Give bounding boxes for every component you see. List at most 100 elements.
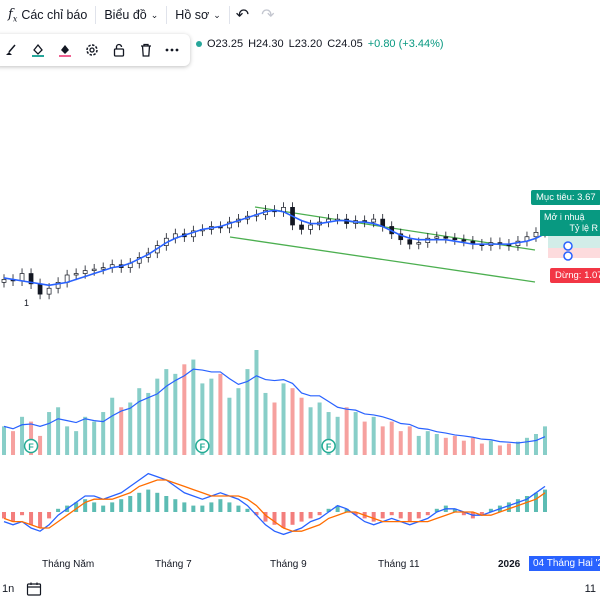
macd-histogram-bar	[308, 512, 313, 519]
target-zone	[548, 236, 600, 248]
macd-histogram-bar	[218, 499, 223, 512]
crosshair-date-badge: 04 Tháng Hai '26	[529, 556, 600, 571]
candle	[407, 239, 413, 245]
handle	[563, 251, 573, 261]
macd-histogram-bar	[20, 512, 25, 516]
macd-histogram-bar	[182, 502, 187, 512]
fill-icon[interactable]	[26, 38, 50, 62]
volume-bar	[65, 426, 70, 455]
chart-menu-button[interactable]: Biểu đồ ⌄	[96, 0, 166, 30]
position-info-line2: Tỷ lệ R	[569, 223, 598, 233]
macd-histogram-bar	[290, 512, 295, 525]
moving-average-line	[3, 209, 546, 287]
macd-histogram-bar	[398, 512, 403, 519]
volume-bar	[191, 359, 196, 455]
macd-histogram-bar	[146, 489, 151, 512]
candle	[91, 268, 97, 271]
lock-icon[interactable]	[107, 38, 131, 62]
macd-histogram-bar	[506, 502, 511, 512]
macd-histogram-bar	[326, 508, 331, 512]
volume-bar	[290, 388, 295, 455]
drawing-toolbar	[0, 34, 190, 66]
macd-histogram-bar	[254, 512, 259, 516]
volume-bar	[407, 426, 412, 455]
volume-bar	[119, 407, 124, 455]
gear-icon[interactable]	[80, 38, 104, 62]
macd-histogram-bar	[416, 512, 421, 519]
profile-menu-button[interactable]: Hồ sơ ⌄	[167, 0, 228, 30]
volume-bar	[470, 437, 475, 455]
volume-bar	[497, 445, 502, 455]
macd-histogram-bar	[101, 505, 106, 512]
volume-bar	[281, 383, 286, 455]
macd-histogram-bar	[281, 512, 286, 528]
candle	[371, 218, 377, 223]
toolbar-divider	[228, 6, 230, 24]
macd-histogram-bar	[299, 512, 304, 522]
volume-bar	[11, 431, 16, 455]
volume-bar	[263, 392, 268, 455]
fx-icon: fx	[8, 6, 18, 24]
change-value: +0.80 (+3.44%)	[367, 38, 444, 50]
more-icon[interactable]	[160, 38, 184, 62]
fill-alt-icon[interactable]	[53, 38, 77, 62]
handle	[563, 241, 573, 251]
interval-label[interactable]: 1n	[2, 583, 15, 595]
brush-icon[interactable]	[0, 38, 23, 62]
low-value: L23.20	[288, 38, 323, 50]
volume-bar	[362, 421, 367, 455]
trash-icon[interactable]	[134, 38, 158, 62]
volume-ma-line	[3, 368, 546, 444]
top-toolbar: fx Các chỉ báo Biểu đồ ⌄ Hồ sơ ⌄ ↶ ↷	[0, 0, 600, 30]
undo-icon[interactable]: ↶	[235, 7, 250, 24]
macd-histogram-bar	[56, 508, 61, 512]
redo-icon[interactable]: ↷	[261, 7, 275, 24]
volume-bar	[326, 412, 331, 455]
volume-bar	[389, 421, 394, 455]
indicators-button[interactable]: fx Các chỉ báo	[0, 0, 95, 30]
volume-bar	[543, 426, 547, 455]
macd-histogram-bar	[47, 512, 52, 519]
candle	[28, 273, 34, 285]
calendar-icon[interactable]	[26, 582, 42, 596]
macd-histogram-bar	[380, 512, 385, 519]
macd-histogram-bar	[236, 505, 241, 512]
volume-bar	[128, 402, 133, 455]
stop-label[interactable]: Dừng: 1.07	[550, 268, 600, 283]
volume-bar	[443, 437, 448, 455]
macd-histogram-bar	[119, 499, 124, 512]
candle	[461, 239, 467, 242]
macd-histogram-bar	[11, 512, 16, 522]
candle	[434, 236, 440, 239]
macd-histogram-bar	[434, 508, 439, 512]
channel-upper	[254, 206, 536, 251]
volume-bar	[56, 407, 61, 455]
candle	[452, 237, 458, 241]
volume-bar	[218, 373, 223, 455]
stop-zone	[548, 248, 600, 258]
earnings-flag-icon	[195, 438, 210, 454]
open-value: O23.25	[207, 38, 244, 50]
candle	[82, 270, 88, 274]
volume-bar	[524, 437, 529, 455]
time-axis: Tháng Năm Tháng 7 Tháng 9 Tháng 11 2026	[0, 555, 600, 573]
volume-bar	[38, 435, 43, 455]
chart-menu-label: Biểu đồ	[104, 8, 147, 22]
macd-histogram-bar	[92, 502, 97, 512]
bottom-toolbar: 1n 11	[0, 578, 600, 600]
macd-histogram-bar	[407, 512, 412, 522]
volume-bar	[245, 369, 250, 455]
volume-bar	[29, 421, 34, 455]
macd-histogram-bar	[227, 502, 232, 512]
candle	[533, 232, 539, 238]
volume-bar	[398, 431, 403, 455]
position-info-box[interactable]: Mở i nhuậ Tỷ lệ R	[540, 210, 600, 236]
channel-lower	[229, 236, 536, 283]
macd-histogram-bar	[543, 489, 547, 512]
chevron-down-icon: ⌄	[150, 9, 159, 20]
volume-bar	[299, 397, 304, 455]
volume-bar	[164, 369, 169, 455]
macd-histogram-bar	[38, 512, 43, 528]
target-label[interactable]: Mục tiêu: 3.67	[531, 190, 600, 205]
